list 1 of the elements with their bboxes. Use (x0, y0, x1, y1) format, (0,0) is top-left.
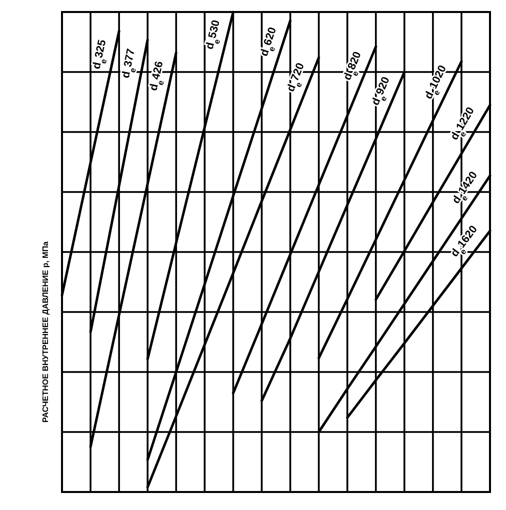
y-axis-title: РАСЧЕТНОЕ ВНУТРЕННЕЕ ДАВЛЕНИЕ р, МПа (41, 240, 50, 423)
